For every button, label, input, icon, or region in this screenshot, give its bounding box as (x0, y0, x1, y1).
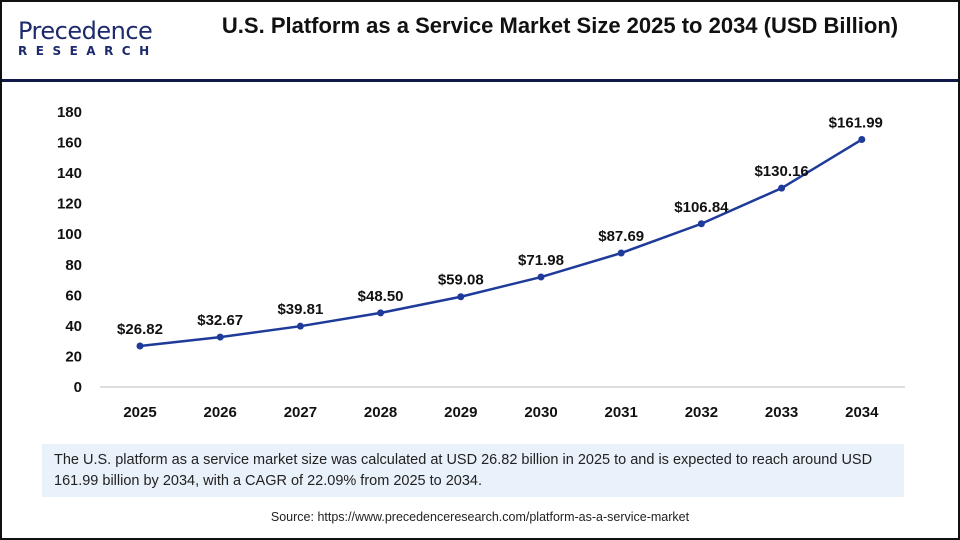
data-point (858, 136, 866, 144)
data-label: $71.98 (518, 252, 564, 269)
x-tick-label: 2032 (685, 404, 718, 421)
data-label: $130.16 (754, 163, 808, 180)
x-tick-label: 2031 (605, 404, 638, 421)
data-label: $161.99 (829, 115, 883, 132)
data-label: $59.08 (438, 272, 484, 289)
precedence-research-logo: Precedence RESEARCH (18, 18, 158, 64)
y-tick-label: 20 (65, 348, 82, 365)
data-point (697, 220, 705, 228)
x-tick-label: 2034 (845, 404, 879, 421)
chart-title: U.S. Platform as a Service Market Size 2… (221, 13, 899, 38)
y-tick-label: 0 (74, 379, 82, 396)
data-point (136, 342, 144, 350)
data-label: $48.50 (358, 288, 404, 305)
logo-text-top: Precedence (18, 17, 153, 45)
y-tick-label: 160 (57, 135, 82, 152)
logo-text-bottom: RESEARCH (18, 44, 158, 58)
data-label: $106.84 (674, 199, 729, 216)
data-point (537, 273, 545, 281)
x-tick-label: 2025 (123, 404, 156, 421)
x-tick-label: 2033 (765, 404, 798, 421)
y-tick-label: 60 (65, 287, 82, 304)
header-divider (2, 79, 958, 82)
y-tick-label: 80 (65, 257, 82, 274)
data-point (457, 293, 465, 301)
data-label: $87.69 (598, 228, 644, 245)
data-point (216, 333, 224, 341)
data-point (617, 249, 625, 257)
x-tick-label: 2030 (524, 404, 557, 421)
source-text: Source: https://www.precedenceresearch.c… (270, 510, 690, 524)
series-line (139, 138, 863, 348)
y-tick-label: 140 (57, 165, 82, 182)
x-tick-label: 2029 (444, 404, 477, 421)
data-point (778, 184, 786, 192)
y-tick-label: 120 (57, 196, 82, 213)
x-tick-label: 2026 (204, 404, 237, 421)
data-point (377, 309, 385, 317)
data-label: $32.67 (197, 312, 243, 329)
y-tick-label: 180 (57, 104, 82, 121)
x-tick-label: 2027 (284, 404, 317, 421)
data-label: $26.82 (117, 321, 163, 338)
y-tick-label: 40 (65, 318, 82, 335)
x-tick-label: 2028 (364, 404, 397, 421)
description-box: The U.S. platform as a service market si… (42, 444, 904, 497)
data-label: $39.81 (277, 301, 323, 318)
data-point (296, 322, 304, 330)
y-tick-label: 100 (57, 226, 82, 243)
